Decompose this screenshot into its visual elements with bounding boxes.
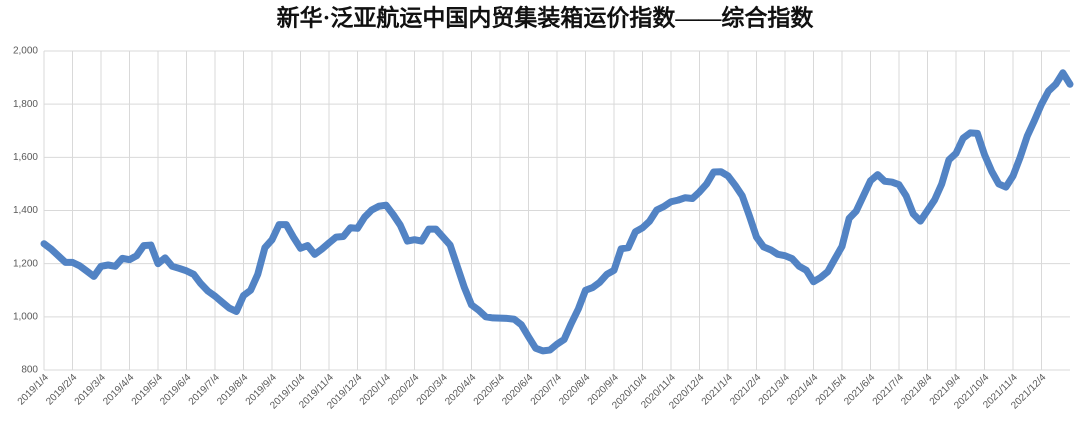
chart-title: 新华·泛亚航运中国内贸集装箱运价指数——综合指数 bbox=[277, 4, 815, 30]
y-tick-label: 800 bbox=[21, 365, 38, 376]
data-line bbox=[40, 69, 1074, 355]
y-tick-label: 1,800 bbox=[13, 99, 38, 110]
grid bbox=[43, 50, 1070, 371]
y-tick-label: 1,000 bbox=[13, 311, 38, 322]
y-tick-label: 1,200 bbox=[13, 258, 38, 269]
y-tick-label: 1,600 bbox=[13, 152, 38, 163]
y-tick-label: 1,400 bbox=[13, 205, 38, 216]
y-tick-label: 2,000 bbox=[13, 46, 38, 57]
